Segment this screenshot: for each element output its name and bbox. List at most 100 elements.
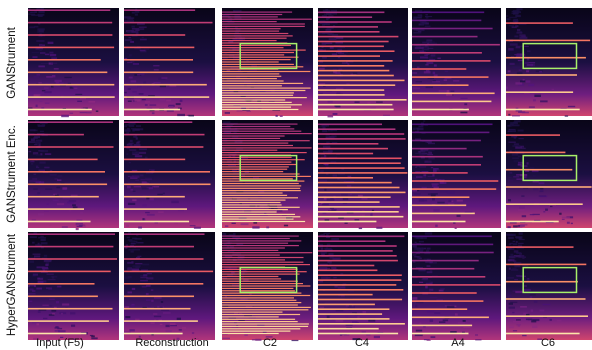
harmonic-band <box>412 204 467 207</box>
harmonic-band <box>222 166 289 168</box>
harmonic-band <box>412 131 490 134</box>
harmonic-band <box>412 172 468 174</box>
harmonic-band <box>222 332 279 335</box>
harmonic-band <box>318 16 373 18</box>
harmonic-band <box>222 316 279 318</box>
harmonic-band <box>318 191 406 194</box>
highlight-box <box>522 154 578 182</box>
harmonic-band <box>222 290 295 292</box>
harmonic-band <box>318 245 397 247</box>
harmonic-band <box>506 246 574 248</box>
harmonic-band <box>28 121 113 123</box>
harmonic-band <box>318 89 385 91</box>
spectrogram-panel <box>412 120 501 229</box>
harmonic-band <box>318 293 373 296</box>
harmonic-band <box>318 279 402 281</box>
harmonic-band <box>124 183 211 186</box>
harmonic-band <box>28 71 108 74</box>
harmonic-band <box>222 321 298 323</box>
harmonic-band <box>222 106 291 108</box>
harmonic-band <box>222 294 311 297</box>
harmonic-band <box>318 332 399 335</box>
harmonic-band <box>124 46 195 49</box>
harmonic-band <box>124 158 186 161</box>
harmonic-band <box>222 23 305 25</box>
harmonic-band <box>222 245 299 247</box>
harmonic-band <box>28 195 99 198</box>
harmonic-band <box>222 218 294 220</box>
harmonic-band <box>222 99 286 101</box>
harmonic-band <box>124 332 183 335</box>
harmonic-band <box>412 324 473 327</box>
harmonic-band <box>318 220 377 223</box>
harmonic-band <box>318 26 378 28</box>
row-label-hyperganstrument: HyperGANStrument <box>6 233 18 337</box>
harmonic-band <box>318 11 385 14</box>
spectrogram-panel <box>412 8 501 116</box>
harmonic-band <box>222 80 284 82</box>
harmonic-band <box>318 313 383 315</box>
harmonic-band <box>124 307 191 310</box>
harmonic-band <box>222 133 312 135</box>
harmonic-band <box>222 63 294 65</box>
harmonic-band <box>222 252 313 254</box>
harmonic-band <box>222 40 277 42</box>
highlight-box <box>239 42 298 70</box>
harmonic-band <box>412 332 469 335</box>
harmonic-band <box>28 133 84 136</box>
harmonic-band <box>222 101 292 103</box>
harmonic-band <box>506 220 559 223</box>
harmonic-band <box>28 9 111 11</box>
harmonic-band <box>318 318 390 320</box>
harmonic-band <box>318 40 389 43</box>
harmonic-band <box>222 209 288 211</box>
harmonic-band <box>222 85 282 87</box>
harmonic-band <box>124 320 198 322</box>
harmonic-band <box>124 270 214 273</box>
highlight-box <box>522 266 578 294</box>
harmonic-band <box>412 212 475 215</box>
harmonic-band <box>318 55 380 57</box>
harmonic-band <box>222 194 288 196</box>
harmonic-band <box>318 259 398 262</box>
harmonic-band <box>222 16 278 18</box>
harmonic-band <box>222 161 292 163</box>
harmonic-band <box>222 89 306 92</box>
harmonic-band <box>318 108 394 111</box>
harmonic-band <box>222 216 301 218</box>
harmonic-band <box>222 97 307 99</box>
harmonic-band <box>222 235 299 237</box>
harmonic-band <box>412 60 491 62</box>
harmonic-band <box>222 275 279 278</box>
spectrogram-panel <box>412 232 501 341</box>
harmonic-band <box>222 159 305 161</box>
harmonic-band <box>318 196 391 198</box>
harmonic-band <box>222 220 306 223</box>
harmonic-band <box>222 197 298 199</box>
harmonic-band <box>124 233 205 235</box>
harmonic-band <box>222 21 277 23</box>
harmonic-band <box>222 152 307 154</box>
harmonic-band <box>318 138 406 140</box>
harmonic-band <box>222 328 301 330</box>
harmonic-band <box>124 295 194 298</box>
harmonic-band <box>222 242 289 244</box>
harmonic-band <box>222 147 312 149</box>
harmonic-band <box>222 285 311 287</box>
harmonic-band <box>28 307 113 310</box>
harmonic-band <box>124 21 213 24</box>
harmonic-band <box>222 311 283 313</box>
harmonic-band <box>28 320 109 322</box>
harmonic-band <box>222 211 277 213</box>
col-label-c4: C4 <box>354 337 370 349</box>
harmonic-band <box>222 35 293 37</box>
harmonic-band <box>222 104 302 106</box>
col-label-c2: C2 <box>262 337 278 349</box>
harmonic-band <box>412 188 497 190</box>
harmonic-band <box>222 56 299 58</box>
harmonic-band <box>28 208 84 210</box>
harmonic-band <box>222 54 285 56</box>
harmonic-band <box>28 270 111 273</box>
col-label-c6: C6 <box>540 337 556 349</box>
harmonic-band <box>222 140 310 142</box>
